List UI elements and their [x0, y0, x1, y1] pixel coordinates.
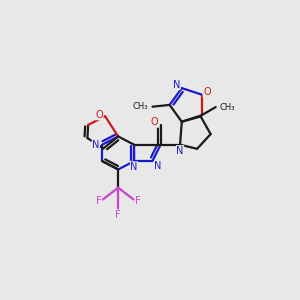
Text: O: O: [151, 117, 158, 127]
Text: N: N: [176, 146, 184, 156]
Text: N: N: [130, 162, 138, 172]
Text: N: N: [154, 161, 161, 172]
Text: F: F: [96, 196, 101, 206]
Text: O: O: [95, 110, 103, 120]
Text: F: F: [135, 196, 141, 206]
Text: N: N: [92, 140, 100, 150]
Text: N: N: [130, 162, 138, 172]
Text: CH₃: CH₃: [220, 103, 235, 112]
Text: F: F: [116, 210, 121, 220]
Text: O: O: [203, 87, 211, 97]
Text: N: N: [173, 80, 180, 90]
Text: CH₃: CH₃: [133, 102, 148, 111]
